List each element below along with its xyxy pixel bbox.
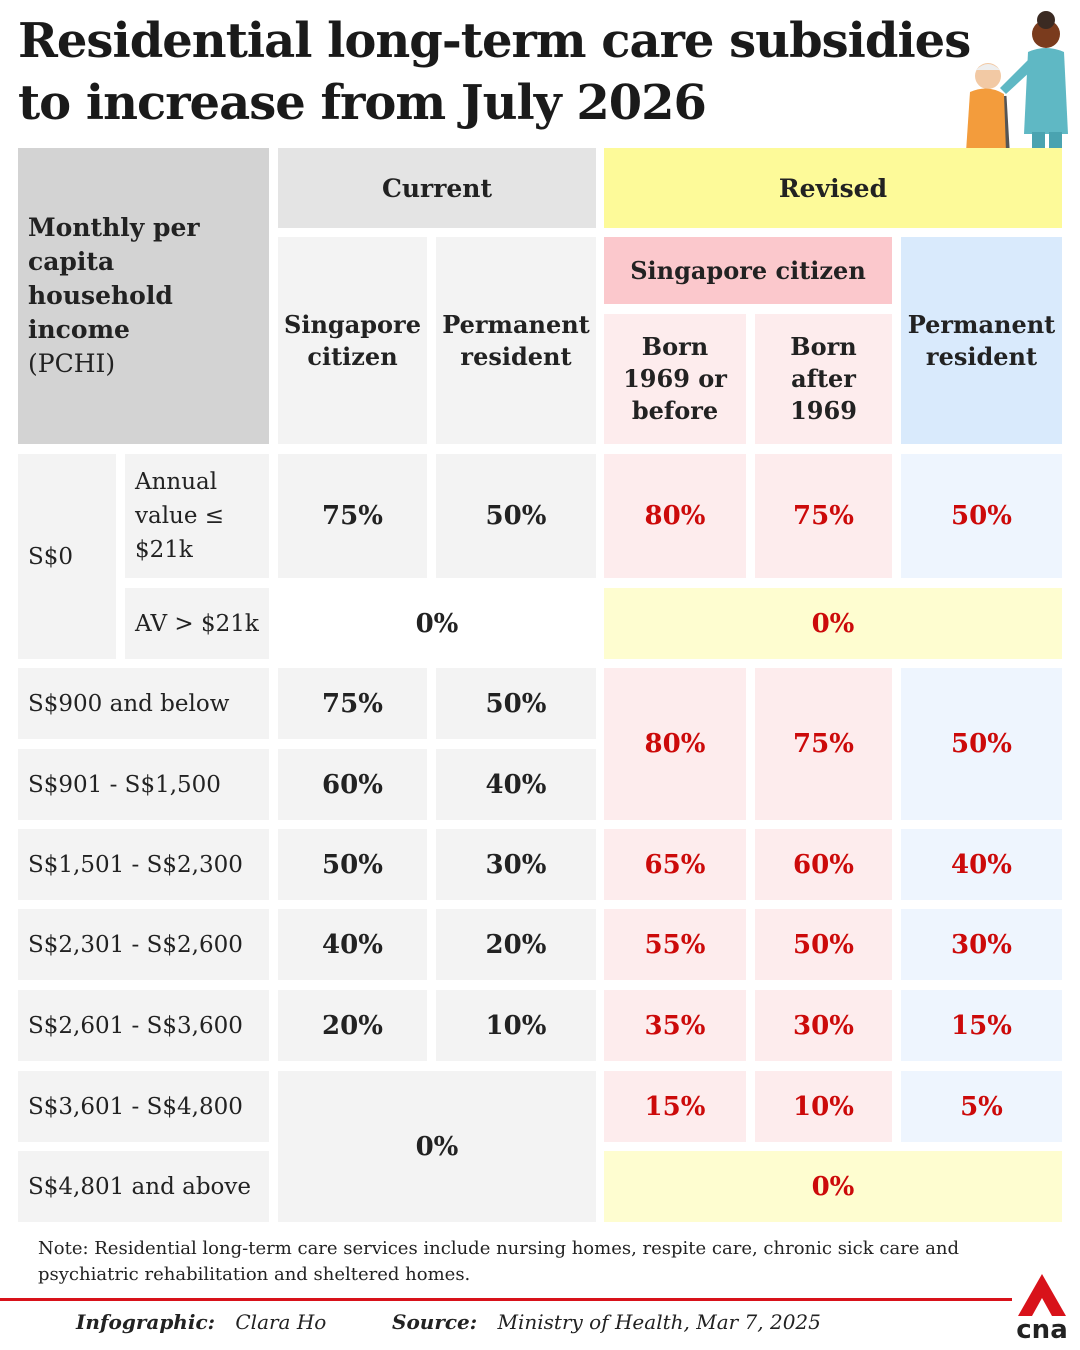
revised-value-cell: 75%	[755, 454, 892, 578]
value-cell: 40%	[278, 909, 427, 980]
row-label-4801: S$4,801 and above	[18, 1151, 269, 1222]
row-label-2300: S$1,501 - S$2,300	[18, 829, 269, 900]
revised-value-cell: 15%	[604, 1071, 746, 1142]
value-cell: 60%	[278, 749, 427, 820]
value-cell: 20%	[436, 909, 596, 980]
col-current-pr: Permanent resident	[436, 237, 596, 444]
revised-sc-group-label: Singapore citizen	[630, 255, 866, 285]
revised-value-cell: 35%	[604, 990, 746, 1061]
row-label-2600: S$2,301 - S$2,600	[18, 909, 269, 980]
source-name: Ministry of Health, Mar 7, 2025	[497, 1310, 821, 1334]
value-cell: 40%	[436, 749, 596, 820]
revised-value-cell: 15%	[901, 990, 1062, 1061]
revised-value-cell: 40%	[901, 829, 1062, 900]
cna-logo-mark	[1018, 1274, 1066, 1316]
value-cell: 75%	[278, 454, 427, 578]
infographic-credit: Infographic: Clara Ho	[76, 1310, 326, 1334]
row-label-av-low: Annual value ≤ $21k	[125, 454, 269, 578]
row-label-s0: S$0	[18, 454, 116, 659]
page-title: Residential long-term care subsidies to …	[18, 13, 971, 131]
value-cell: 50%	[436, 454, 596, 578]
revised-value-cell: 50%	[755, 909, 892, 980]
value-cell: 10%	[436, 990, 596, 1061]
current-header: Current	[278, 148, 596, 228]
cna-logo: cna	[1014, 1272, 1070, 1344]
infographic-label: Infographic:	[76, 1310, 216, 1334]
col-born-before: Born 1969 or before	[604, 314, 746, 444]
cna-logo-text: cna	[1016, 1315, 1068, 1345]
row-label-3600: S$2,601 - S$3,600	[18, 990, 269, 1061]
footer-divider	[0, 1298, 1012, 1301]
col-revised-pr: Permanent resident	[901, 237, 1062, 444]
revised-sc-group-header: Singapore citizen	[604, 237, 892, 304]
value-cell: 30%	[436, 829, 596, 900]
row-label-av-high: AV > $21k	[125, 588, 269, 659]
row-label-1500: S$901 - S$1,500	[18, 749, 269, 820]
row-label-900: S$900 and below	[18, 668, 269, 739]
value-cell-merged: 0%	[278, 1071, 596, 1222]
revised-value-cell-merged: 80%	[604, 668, 746, 820]
revised-value-cell: 30%	[901, 909, 1062, 980]
revised-value-cell: 30%	[755, 990, 892, 1061]
revised-value-cell: 50%	[901, 454, 1062, 578]
source-label: Source:	[392, 1310, 478, 1334]
revised-header-label: Revised	[778, 173, 888, 203]
value-cell-merged: 0%	[415, 608, 459, 639]
revised-value-cell: 55%	[604, 909, 746, 980]
revised-value-cell-merged: 0%	[604, 588, 1062, 659]
revised-value-cell: 65%	[604, 829, 746, 900]
value-cell: 50%	[278, 829, 427, 900]
value-cell: 20%	[278, 990, 427, 1061]
revised-value-cell-merged: 50%	[901, 668, 1062, 820]
revised-value-cell: 10%	[755, 1071, 892, 1142]
row-label-4800: S$3,601 - S$4,800	[18, 1071, 269, 1142]
col-born-after: Born after 1969	[755, 314, 892, 444]
source-credit: Source: Ministry of Health, Mar 7, 2025	[392, 1310, 821, 1334]
revised-value-cell: 5%	[901, 1071, 1062, 1142]
revised-value-cell-merged: 0%	[604, 1151, 1062, 1222]
revised-header: Revised	[604, 148, 1062, 228]
revised-value-cell-merged: 75%	[755, 668, 892, 820]
revised-value-cell: 60%	[755, 829, 892, 900]
infographic-name: Clara Ho	[235, 1310, 327, 1334]
value-cell: 50%	[436, 668, 596, 739]
footnote: Note: Residential long-term care service…	[38, 1238, 960, 1285]
pchi-header-cell: Monthly per capita household income (PCH…	[18, 148, 269, 444]
pchi-header-title: Monthly per capita household income	[28, 213, 200, 344]
col-current-sc: Singapore citizen	[278, 237, 427, 444]
pchi-header-abbr: (PCHI)	[28, 349, 116, 378]
value-cell: 75%	[278, 668, 427, 739]
revised-value-cell: 80%	[604, 454, 746, 578]
